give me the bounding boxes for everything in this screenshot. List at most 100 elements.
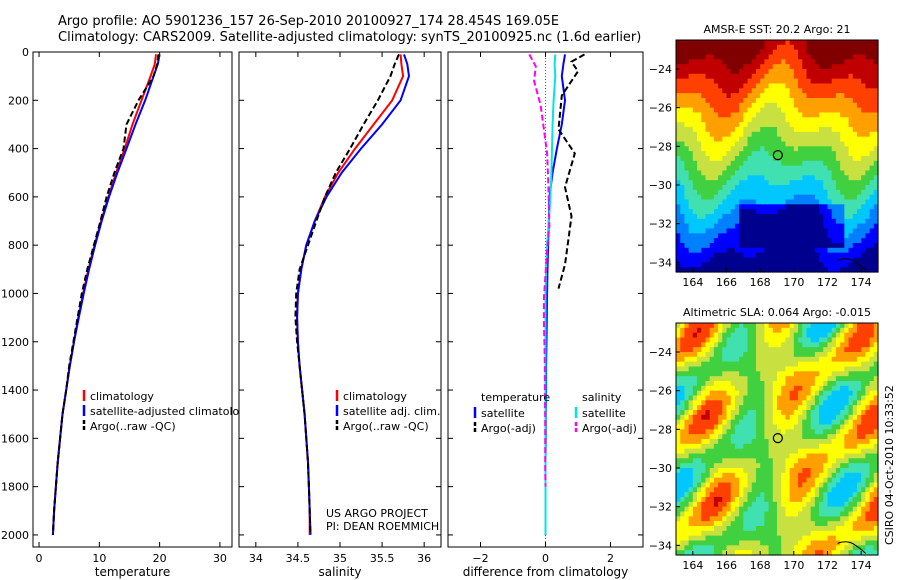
sla-map-cell [713,497,719,503]
sla-map-cell [873,332,879,339]
sst-map-cell [823,189,829,196]
sst-map-cell [709,228,715,234]
sla-map-cell [810,424,816,430]
sla-map-cell [772,342,778,348]
sla-map-cell [768,439,774,445]
sst-map-cell [869,117,875,123]
sla-map-cell [739,342,744,348]
sst-map-cell [676,223,681,230]
sla-map-cell [768,458,774,464]
sla-map-cell [781,361,787,368]
sla-map-cell [861,352,866,358]
sst-map-cell [819,238,824,244]
sla-map-cell [840,540,845,546]
sst-map-cell [781,122,787,128]
sla-map-cell [772,530,778,537]
sla-map-cell [680,410,686,416]
sla-map-cell [676,395,681,401]
sst-map-cell [856,44,862,51]
sla-map-cell [692,472,698,479]
sst-map-cell [734,146,740,152]
sla-map-cell [768,395,774,401]
sla-map-cell [848,419,854,426]
sst-map-cell [777,257,782,263]
project-annotation: US ARGO PROJECT [326,507,428,520]
sst-map-cell [764,78,770,85]
sst-map-cell [789,98,795,104]
sst-map-cell [831,98,837,104]
sla-map-cell [747,443,753,450]
sla-map-cell [806,327,812,334]
sla-map-cell [819,376,824,382]
sst-map-cell [751,151,757,157]
sla-map-cell [726,356,732,363]
sla-map-cell [760,439,765,445]
sst-map-cell [701,93,707,99]
sst-map-cell [722,247,728,254]
sla-map-cell [777,434,782,440]
sla-map-cell [848,448,854,455]
sla-map-cell [705,482,711,488]
sla-map-cell [840,521,845,527]
sla-map-cell [840,395,845,401]
sst-map-cell [676,165,681,172]
sla-map-cell [781,323,787,329]
sla-map-cell [722,434,728,440]
sst-map-cell [697,170,702,176]
sla-map-cell [709,516,715,522]
sla-map-cell [823,332,829,339]
sst-map-cell [760,127,765,133]
sst-map-cell [726,204,732,210]
sst-map-cell [827,131,833,138]
sst-map-cell [713,247,719,254]
sst-map-cell [688,218,694,225]
sst-map-cell [865,136,871,143]
sla-map-cell [684,361,690,368]
sla-map-cell [835,327,841,334]
sla-map-cell [739,511,744,517]
sst-map-cell [810,267,816,273]
sla-map-cell [705,439,711,445]
sla-map-cell [680,390,686,397]
sla-map-cell [772,472,778,479]
sst-map-cell [781,107,787,114]
sst-map-cell [688,93,694,99]
sla-map-cell [701,395,707,401]
sla-map-cell [848,550,854,556]
sst-map-cell [827,44,833,51]
sst-map-cell [684,243,690,249]
sst-map-cell [793,49,799,56]
sla-map-cell [819,550,824,556]
sst-map-cell [835,69,841,75]
sst-map-cell [852,247,858,254]
sla-map-cell [873,472,879,479]
sst-map-cell [806,146,812,152]
difference-xtick-label: 2 [607,552,614,565]
sst-map-cell [722,252,728,259]
sla-map-cell [705,429,711,435]
sla-map-cell [777,468,782,474]
sla-map-cell [751,366,757,372]
sla-map-cell [764,526,770,532]
sst-map-cell [852,69,858,75]
sst-map-cell [760,112,765,118]
sst-map-cell [785,117,791,123]
sst-map-cell [718,243,723,249]
sla-map-cell [772,337,778,343]
sst-map-cell [819,247,824,254]
sst-map-cell [722,223,728,230]
sst-map-cell [697,98,702,104]
sla-map-cell [806,323,812,329]
sst-map-cell [785,64,791,70]
sst-map-cell [861,238,866,244]
sla-map-cell [840,487,845,493]
sla-map-cell [802,521,808,527]
sst-map-cell [734,136,740,143]
sst-map-cell [680,131,686,138]
sst-map-cell [688,59,694,65]
sla-map-cell [764,463,770,469]
sla-map-cell [856,439,862,445]
sla-map-cell [848,434,854,440]
sst-map-cell [869,156,875,162]
sla-map-cell [869,487,875,493]
